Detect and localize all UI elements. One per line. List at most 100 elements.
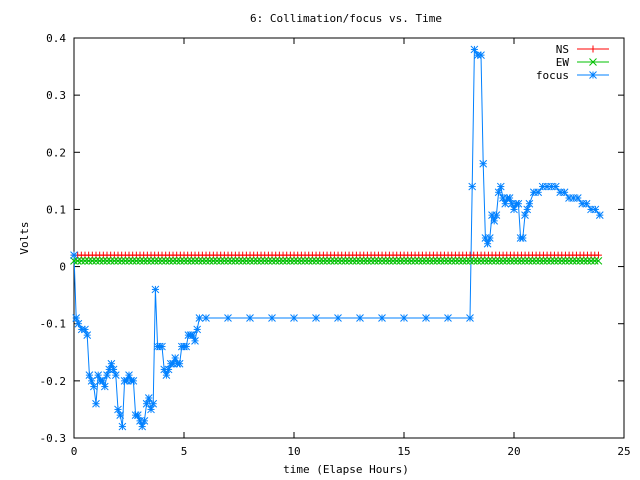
data-point-EW [561, 257, 570, 265]
data-point-EW [447, 257, 456, 265]
data-point-EW [484, 257, 493, 265]
data-point-EW [110, 257, 119, 265]
data-point-focus [551, 182, 560, 191]
data-point-EW [389, 257, 397, 265]
data-point-EW [433, 257, 441, 265]
data-point-EW [352, 257, 361, 265]
data-point-EW [84, 257, 93, 265]
data-point-EW [172, 257, 181, 265]
data-point-focus [560, 188, 569, 197]
data-point-EW [158, 257, 166, 265]
data-point-focus [468, 182, 477, 191]
data-point-focus [118, 422, 127, 431]
data-point-EW [587, 257, 595, 265]
data-point-EW [510, 257, 518, 265]
data-point-EW [235, 257, 243, 265]
data-point-EW [169, 257, 177, 265]
data-point-focus [85, 371, 94, 379]
data-point-EW [491, 257, 500, 265]
data-point-EW [183, 257, 192, 265]
y-tick-label: -0.3 [40, 432, 67, 445]
data-point-EW [543, 257, 551, 265]
data-point-EW [242, 257, 251, 265]
data-point-focus [191, 337, 199, 345]
data-point-EW [227, 257, 236, 265]
data-point-EW [117, 257, 126, 265]
legend-label-NS: NS [556, 43, 569, 56]
data-point-EW [565, 257, 573, 265]
data-point-EW [418, 257, 427, 265]
data-point-EW [462, 257, 471, 265]
y-tick-label: 0 [59, 261, 66, 274]
series-line-focus [73, 47, 601, 428]
data-point-EW [154, 257, 163, 265]
data-point-EW [88, 257, 97, 265]
data-point-EW [455, 257, 463, 265]
data-point-focus [492, 211, 501, 219]
data-point-EW [495, 257, 504, 265]
data-point-focus [100, 382, 109, 391]
data-point-EW [231, 257, 240, 265]
data-point-EW [176, 257, 185, 265]
data-point-focus [591, 205, 600, 214]
data-point-focus [505, 194, 514, 202]
chart-title: 6: Collimation/focus vs. Time [250, 12, 442, 25]
data-point-NS [594, 251, 602, 259]
data-point-EW [363, 257, 372, 265]
data-point-EW [557, 257, 566, 265]
data-point-EW [301, 257, 309, 265]
x-tick-label: 25 [617, 445, 630, 458]
data-point-EW [150, 257, 159, 265]
data-point-EW [385, 257, 394, 265]
data-point-EW [466, 257, 474, 265]
y-tick-label: -0.2 [40, 375, 67, 388]
data-point-focus [268, 314, 276, 322]
data-point-EW [477, 257, 485, 265]
data-point-EW [506, 257, 515, 265]
data-point-EW [95, 257, 104, 265]
data-point-EW [198, 257, 207, 265]
data-point-EW [381, 257, 390, 265]
data-point-EW [436, 257, 445, 265]
data-point-EW [268, 257, 276, 265]
data-point-EW [499, 257, 507, 265]
data-point-EW [554, 257, 562, 265]
data-point-EW [396, 257, 405, 265]
data-point-EW [139, 257, 148, 265]
data-point-EW [106, 257, 115, 265]
data-point-focus [195, 314, 204, 322]
data-point-EW [337, 257, 346, 265]
data-point-EW [572, 257, 581, 265]
data-point-EW [341, 257, 350, 265]
data-point-EW [282, 257, 291, 265]
data-point-EW [521, 257, 529, 265]
data-point-EW [440, 257, 449, 265]
data-point-EW [213, 257, 221, 265]
data-point-EW [253, 257, 262, 265]
data-point-EW [194, 257, 203, 265]
x-tick-label: 20 [507, 445, 520, 458]
x-tick-label: 15 [397, 445, 410, 458]
data-point-EW [257, 257, 265, 265]
data-point-EW [451, 257, 460, 265]
data-point-EW [488, 257, 496, 265]
data-point-EW [202, 257, 210, 265]
data-point-focus [92, 399, 100, 408]
data-point-EW [308, 257, 317, 265]
data-point-focus [444, 314, 452, 322]
data-point-focus [182, 342, 191, 351]
legend-marker-focus [589, 71, 597, 79]
data-point-EW [246, 257, 254, 265]
y-axis-label: Volts [18, 221, 31, 254]
data-point-EW [356, 257, 364, 265]
data-point-EW [275, 257, 284, 265]
legend-marker-NS [589, 45, 597, 53]
data-point-EW [132, 257, 141, 265]
data-point-focus [518, 234, 527, 242]
data-point-EW [103, 257, 111, 265]
data-point-EW [403, 257, 412, 265]
data-point-EW [216, 257, 225, 265]
data-point-EW [411, 257, 419, 265]
